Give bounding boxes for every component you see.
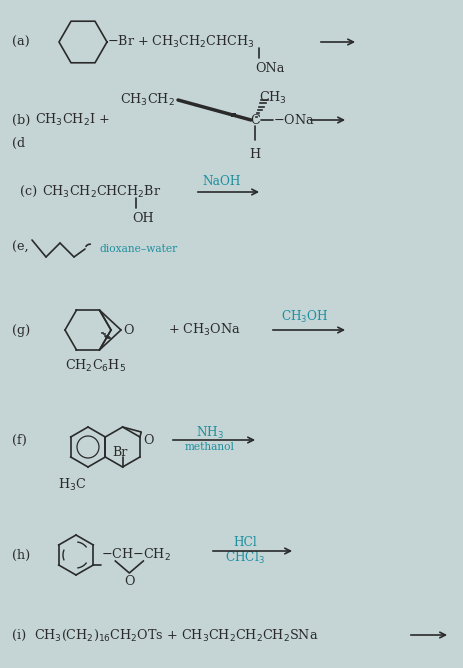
- Text: Br: Br: [112, 446, 127, 458]
- Text: CHCl$_3$: CHCl$_3$: [225, 550, 264, 566]
- Text: $+$ CH$_3$ONa: $+$ CH$_3$ONa: [168, 322, 240, 338]
- Text: (d: (d: [12, 136, 25, 150]
- Text: O: O: [124, 575, 134, 588]
- Text: C: C: [250, 114, 259, 126]
- Text: O: O: [143, 434, 153, 447]
- Text: CH$_2$C$_6$H$_5$: CH$_2$C$_6$H$_5$: [65, 358, 126, 374]
- Text: O: O: [123, 323, 133, 337]
- Text: ONa: ONa: [255, 62, 284, 75]
- Text: H$_3$C: H$_3$C: [58, 477, 86, 493]
- Text: CH$_3$CH$_2$I $+$: CH$_3$CH$_2$I $+$: [35, 112, 109, 128]
- Text: (c): (c): [20, 186, 37, 198]
- Text: CH$_3$CH$_2$CHCH$_2$Br: CH$_3$CH$_2$CHCH$_2$Br: [42, 184, 161, 200]
- Text: (h): (h): [12, 548, 30, 562]
- Text: $-$Br $+$ CH$_3$CH$_2$CHCH$_3$: $-$Br $+$ CH$_3$CH$_2$CHCH$_3$: [107, 34, 254, 50]
- Text: methanol: methanol: [185, 442, 234, 452]
- Text: dioxane–water: dioxane–water: [100, 244, 178, 254]
- Text: $-$ONa: $-$ONa: [272, 113, 314, 127]
- Text: (a): (a): [12, 35, 30, 49]
- Text: H: H: [249, 148, 260, 161]
- Text: CH$_3$: CH$_3$: [258, 90, 287, 106]
- Text: CH$_3$(CH$_2$)$_{16}$CH$_2$OTs $+$ CH$_3$CH$_2$CH$_2$CH$_2$SNa: CH$_3$(CH$_2$)$_{16}$CH$_2$OTs $+$ CH$_3…: [34, 627, 318, 643]
- Text: (g): (g): [12, 323, 30, 337]
- Text: OH: OH: [131, 212, 153, 225]
- Text: HCl: HCl: [232, 536, 257, 550]
- Text: $-$CH$-$CH$_2$: $-$CH$-$CH$_2$: [101, 547, 171, 563]
- Text: (b): (b): [12, 114, 30, 126]
- Text: CH$_3$OH: CH$_3$OH: [281, 309, 328, 325]
- Text: (i): (i): [12, 629, 26, 641]
- Text: NH$_3$: NH$_3$: [195, 425, 224, 441]
- Text: NaOH: NaOH: [202, 174, 241, 188]
- Text: CH$_3$CH$_2$: CH$_3$CH$_2$: [120, 92, 175, 108]
- Text: (e,: (e,: [12, 240, 29, 253]
- Text: (f): (f): [12, 434, 27, 446]
